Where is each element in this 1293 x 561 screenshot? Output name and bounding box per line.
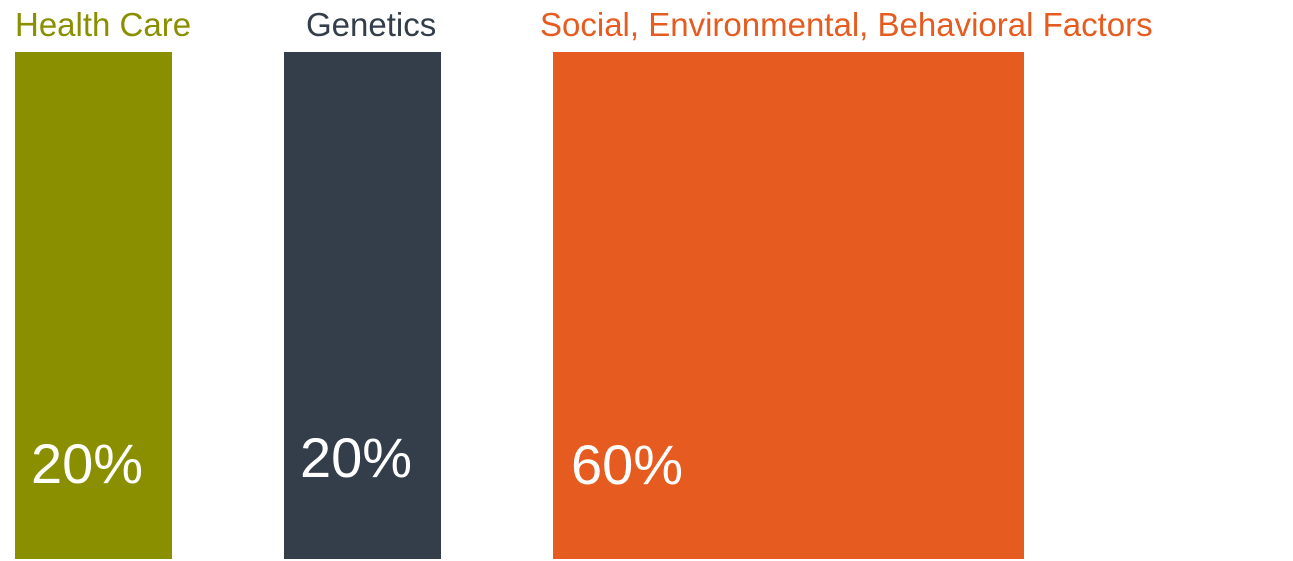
bar-2 — [553, 52, 1024, 559]
value-labels-group: 20% 20% 60% — [31, 426, 683, 496]
category-labels-group: Health Care Genetics Social, Environmental… — [15, 6, 1153, 43]
bar-1 — [284, 52, 441, 559]
bars-group — [15, 52, 1024, 559]
value-label-1: 20% — [300, 426, 412, 489]
category-label-1: Genetics — [306, 6, 436, 43]
value-label-2: 60% — [571, 433, 683, 496]
bar-0 — [15, 52, 172, 559]
value-label-0: 20% — [31, 432, 143, 495]
category-label-0: Health Care — [15, 6, 191, 43]
category-label-2: Social, Environmental, Behavioral Factor… — [540, 6, 1153, 43]
